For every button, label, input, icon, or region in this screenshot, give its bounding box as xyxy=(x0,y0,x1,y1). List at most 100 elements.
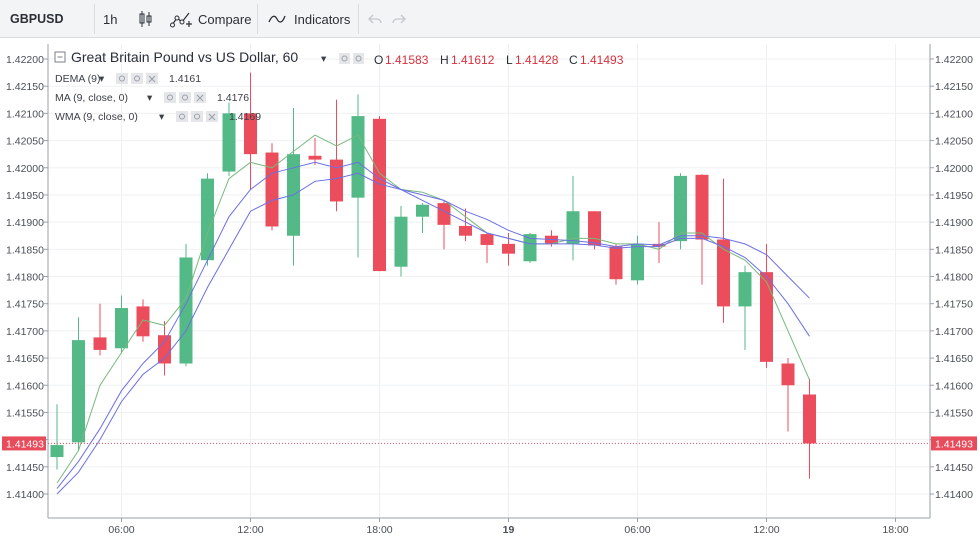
price-tick-label: 1.42200 xyxy=(6,54,44,66)
candle-up[interactable] xyxy=(222,113,236,172)
price-tick-label: 1.41650 xyxy=(6,353,44,365)
candle-down[interactable] xyxy=(502,243,515,254)
price-tick-label: 1.41850 xyxy=(6,244,44,256)
candle-down[interactable] xyxy=(373,118,386,272)
indicator-dropdown-icon[interactable]: ▾ xyxy=(147,92,153,104)
indicator-dropdown-icon[interactable]: ▾ xyxy=(99,73,105,85)
interval-button[interactable]: 1h xyxy=(103,0,117,38)
candle-down[interactable] xyxy=(308,155,322,160)
candle-up[interactable] xyxy=(394,216,408,267)
candle-down[interactable] xyxy=(695,174,709,240)
indicators-icon xyxy=(268,15,286,23)
ohlc-low-label: L xyxy=(506,53,513,67)
ohlc-high-value: 1.41612 xyxy=(451,53,495,67)
symbol-label: GBPUSD xyxy=(10,12,64,26)
ohlc-close-label: C xyxy=(569,53,578,67)
candle-down[interactable] xyxy=(437,203,451,225)
candle-down[interactable] xyxy=(93,337,107,350)
price-tick-label: 1.41450 xyxy=(935,462,973,474)
candle-up[interactable] xyxy=(201,178,214,261)
candle-up[interactable] xyxy=(50,445,64,458)
settings-icon[interactable] xyxy=(116,73,128,84)
candle-down[interactable] xyxy=(609,246,623,280)
time-tick-label: 18:00 xyxy=(882,524,908,536)
legend-dropdown-icon[interactable]: ▾ xyxy=(321,53,327,65)
candle-up[interactable] xyxy=(115,308,128,349)
price-chart[interactable]: 1.42200 1.42150 1.42100 1.42050 1.42000 1.419… xyxy=(0,38,980,540)
indicator-name[interactable]: DEMA (9) xyxy=(55,73,101,85)
candle-down[interactable] xyxy=(244,113,257,155)
price-tick-label: 1.41800 xyxy=(6,272,44,284)
visibility-icon-glyph xyxy=(194,113,200,120)
candle-down[interactable] xyxy=(330,159,343,202)
candle-down[interactable] xyxy=(588,211,601,246)
price-axis-left[interactable]: 1.42200 1.42150 1.42100 1.42050 1.42000 1.419… xyxy=(6,54,48,501)
candle-down[interactable] xyxy=(459,225,472,236)
price-tick-label: 1.41600 xyxy=(6,380,44,392)
settings-icon-glyph xyxy=(179,113,185,120)
price-tick-label: 1.41800 xyxy=(935,272,973,284)
candle-down[interactable] xyxy=(136,306,150,337)
settings-icon[interactable] xyxy=(353,53,364,64)
candle-down[interactable] xyxy=(158,335,171,364)
indicator-dropdown-icon[interactable]: ▾ xyxy=(159,111,165,123)
visibility-icon[interactable] xyxy=(131,73,143,84)
candle-up[interactable] xyxy=(523,234,537,262)
candle-down[interactable] xyxy=(781,363,795,386)
price-tick-label: 1.41700 xyxy=(6,326,44,338)
candlestick-icon xyxy=(139,11,152,27)
compare-icon xyxy=(170,12,192,28)
interval-label: 1h xyxy=(103,11,118,27)
chart-toolbar: GBPUSD 1h Compare Indicators xyxy=(0,0,980,38)
price-tick-label: 1.41600 xyxy=(935,380,973,392)
candle-up[interactable] xyxy=(72,340,85,443)
indicator-line-wma[interactable] xyxy=(56,161,810,489)
last-price-label: 1.41493 xyxy=(6,438,44,450)
indicators-button[interactable]: Indicators xyxy=(268,0,350,38)
settings-icon[interactable] xyxy=(176,111,188,122)
settings-gear xyxy=(341,55,348,62)
legend-title: Great Britain Pound vs US Dollar, 60 xyxy=(71,49,298,65)
price-tick-label: 1.41450 xyxy=(6,462,44,474)
indicators-label: Indicators xyxy=(294,11,351,27)
candle-up[interactable] xyxy=(674,175,687,242)
candle-down[interactable] xyxy=(803,394,816,444)
redo-button[interactable] xyxy=(392,0,406,38)
close-icon-glyph xyxy=(148,75,156,83)
price-tick-label: 1.41950 xyxy=(6,190,44,202)
indicator-line-dema[interactable] xyxy=(56,134,810,484)
candle-down[interactable] xyxy=(760,272,773,362)
price-axis-right[interactable]: 1.42200 1.42150 1.42100 1.42050 1.42000 1.419… xyxy=(930,54,973,501)
candle-up[interactable] xyxy=(351,116,365,198)
price-tick-label: 1.42100 xyxy=(935,108,973,120)
chart-style-button[interactable] xyxy=(138,0,154,38)
candle-down[interactable] xyxy=(717,239,730,307)
settings-icon[interactable] xyxy=(339,53,350,64)
candle-down[interactable] xyxy=(480,234,494,245)
ohlc-open-value: 1.41583 xyxy=(385,53,429,67)
redo-icon xyxy=(392,14,406,24)
candle-up[interactable] xyxy=(416,204,429,217)
undo-button[interactable] xyxy=(368,0,382,38)
visibility-icon[interactable] xyxy=(179,92,191,103)
time-axis[interactable]: 06:00 12:00 18:00 19 06:00 12:00 18:00 xyxy=(108,518,909,536)
legend-title-buttons xyxy=(339,53,364,64)
symbol-button[interactable]: GBPUSD xyxy=(10,0,63,38)
indicator-line-ma[interactable] xyxy=(56,172,810,495)
price-tick-label: 1.41550 xyxy=(935,407,973,419)
indicator-name[interactable]: WMA (9, close, 0) xyxy=(55,111,138,123)
visibility-icon[interactable] xyxy=(191,111,203,122)
candle-up[interactable] xyxy=(566,211,580,244)
candle-up[interactable] xyxy=(179,257,193,364)
time-tick-label: 18:00 xyxy=(366,524,392,536)
candle-up[interactable] xyxy=(738,272,752,307)
indicator-name[interactable]: MA (9, close, 0) xyxy=(55,92,128,104)
price-tick-label: 1.42000 xyxy=(6,163,44,175)
settings-icon[interactable] xyxy=(164,92,176,103)
compare-button[interactable]: Compare xyxy=(170,0,251,38)
price-tick-label: 1.42100 xyxy=(6,108,44,120)
price-tick-label: 1.41900 xyxy=(6,217,44,229)
candle-down[interactable] xyxy=(265,152,279,227)
candle-up[interactable] xyxy=(631,243,644,281)
indicator-value: 1.4161 xyxy=(169,73,201,85)
